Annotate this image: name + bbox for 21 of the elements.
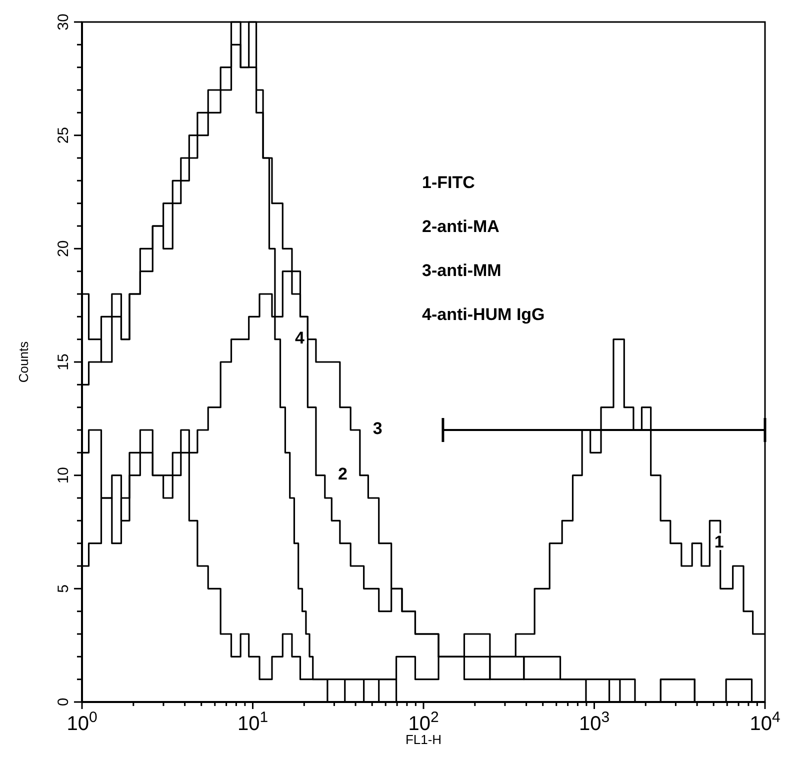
- annotation: 1-FITC: [422, 173, 475, 192]
- x-tick-label: 10$^{0}$: [66, 708, 98, 735]
- y-axis-title: Counts: [16, 340, 31, 383]
- annotation: 4-anti-HUM IgG: [422, 305, 545, 324]
- y-tick-label: 5: [55, 584, 72, 593]
- y-tick-label: 10: [55, 466, 72, 484]
- x-tick-label: 10$^{2}$: [408, 708, 439, 735]
- y-tick-label: 25: [55, 126, 72, 144]
- y-tick-label: 0: [55, 698, 72, 706]
- y-tick-label: 30: [55, 14, 72, 30]
- annotation: 4: [294, 328, 305, 348]
- annotation: 3: [372, 419, 382, 438]
- y-tick-label: 15: [55, 354, 72, 370]
- annotation: 3-anti-MM: [422, 261, 502, 280]
- y-tick-label: 20: [55, 240, 72, 258]
- x-tick-label: 10$^{1}$: [237, 708, 268, 735]
- x-tick-label: 10$^{4}$: [750, 708, 780, 735]
- x-tick-label: 10$^{3}$: [578, 708, 610, 735]
- annotation: 2-anti-MA: [422, 217, 500, 236]
- annotation: 2: [338, 464, 348, 484]
- x-axis-title: FL1-H: [405, 732, 442, 747]
